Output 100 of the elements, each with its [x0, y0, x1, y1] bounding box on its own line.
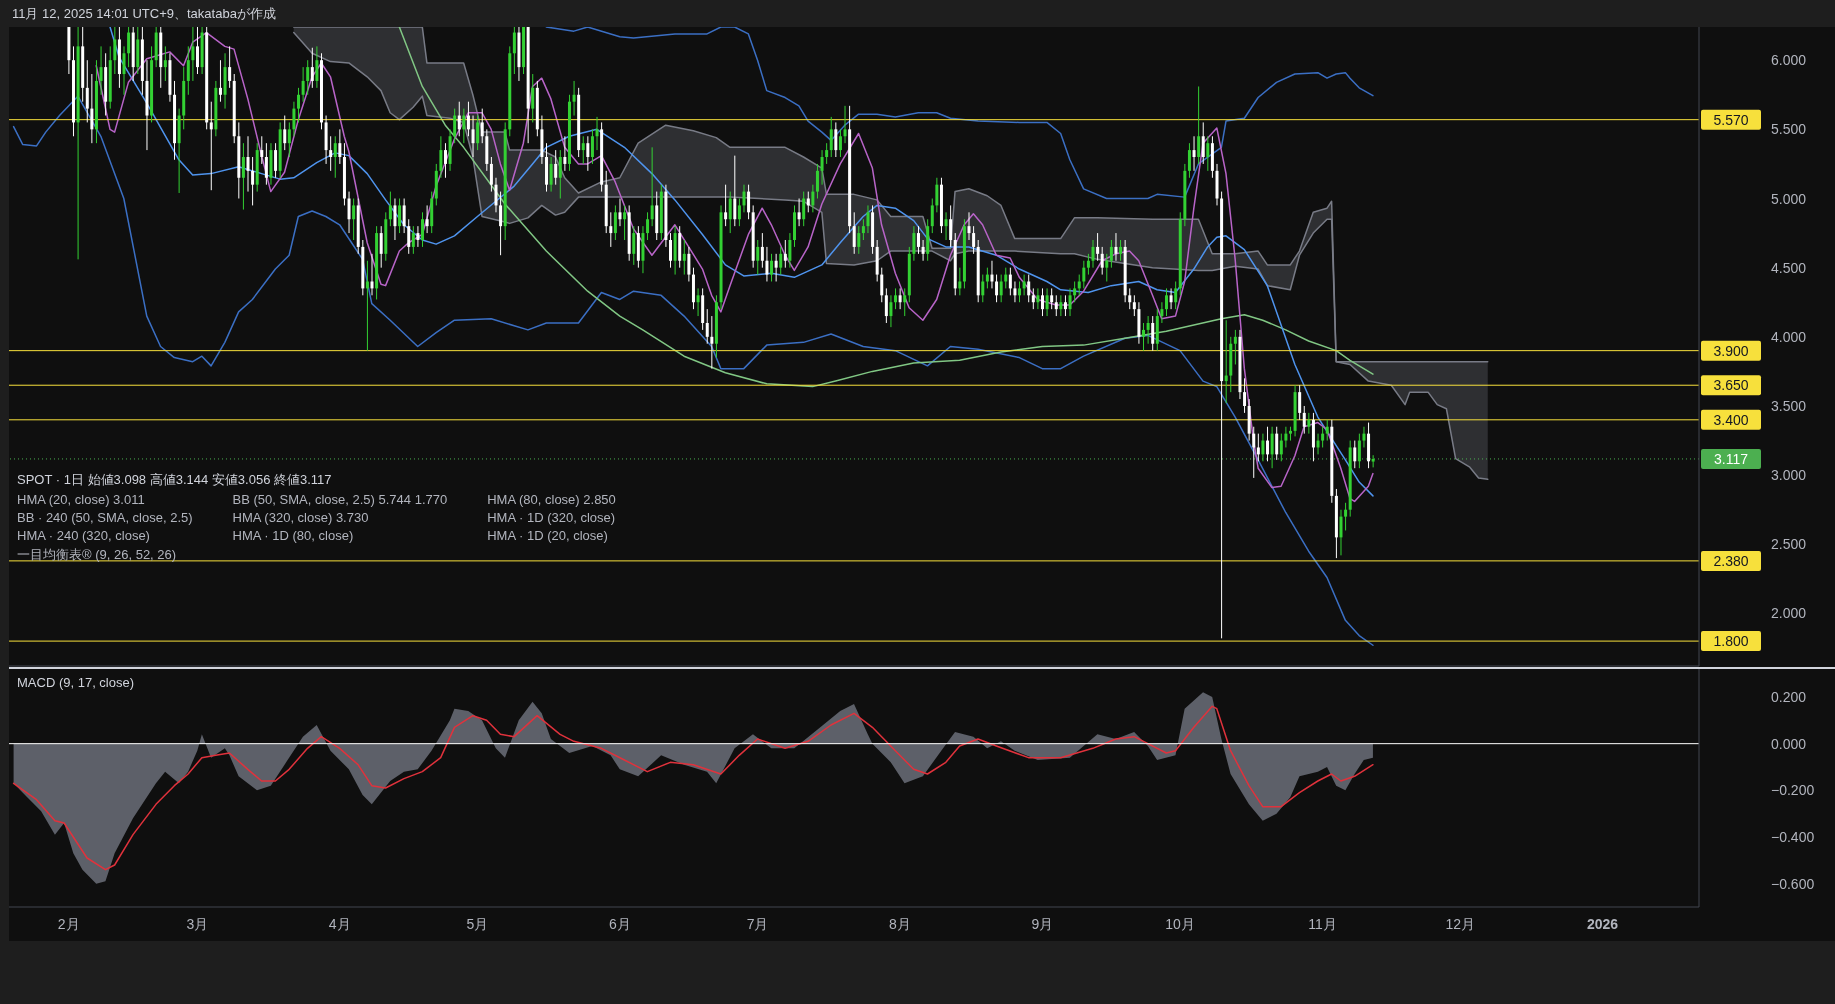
candlestick: [1252, 426, 1256, 479]
y-tick-label: 0.000: [1771, 735, 1807, 752]
candlestick: [783, 239, 787, 269]
y-tick-label: 5.500: [1771, 121, 1807, 138]
candlestick: [972, 225, 976, 255]
candlestick: [407, 218, 411, 255]
candlestick: [829, 116, 833, 158]
candlestick: [264, 142, 268, 186]
candlestick: [370, 253, 374, 296]
candlestick: [857, 225, 861, 255]
candlestick: [935, 177, 939, 213]
candlestick: [402, 198, 406, 234]
candlestick: [737, 198, 741, 227]
candlestick: [329, 135, 333, 172]
candlestick: [1151, 315, 1155, 352]
y-tick-label: 3.500: [1771, 397, 1807, 414]
y-tick-label: 0.200: [1771, 689, 1807, 705]
candlestick: [1307, 412, 1311, 435]
x-tick-label: 4月: [328, 916, 351, 932]
annotation: HMA · 1D (320, close): [487, 510, 616, 525]
ref-line-label: 2.380: [1713, 552, 1749, 569]
line-series: [12, 95, 1374, 646]
candlestick: [756, 239, 760, 276]
candlestick: [958, 267, 962, 296]
candlestick: [1160, 301, 1164, 324]
candlestick: [209, 101, 213, 191]
annotation: BB · 240 (50, SMA, close, 2.5): [17, 510, 193, 525]
candlestick: [1321, 426, 1325, 448]
candlestick: [999, 274, 1003, 303]
candlestick: [572, 80, 576, 117]
candlestick: [1086, 253, 1090, 276]
candlestick: [283, 115, 287, 151]
candlestick: [788, 232, 792, 269]
candlestick: [457, 101, 461, 137]
candlestick: [995, 274, 999, 303]
candlestick: [903, 287, 907, 317]
candlestick: [1362, 426, 1366, 448]
candlestick: [398, 198, 402, 234]
candlestick: [1164, 287, 1168, 317]
candlestick: [1192, 135, 1196, 172]
text: SPOT · 1日 始値3.098 高値3.144 安値3.056 終値3.117: [17, 471, 333, 489]
y-tick-label: 2.000: [1771, 605, 1807, 622]
candlestick: [425, 204, 429, 234]
candlestick: [1105, 253, 1109, 282]
candlestick: [1109, 239, 1113, 269]
candlestick: [889, 294, 893, 328]
candlestick: [1091, 239, 1095, 269]
candlestick: [1284, 426, 1288, 448]
candlestick: [1353, 440, 1357, 469]
candlestick: [1174, 280, 1178, 310]
y-tick-label: −0.200: [1771, 782, 1815, 799]
candlestick: [1201, 121, 1205, 165]
candlestick: [815, 163, 819, 200]
candlestick: [760, 232, 764, 269]
candlestick: [1266, 426, 1270, 462]
candlestick: [1008, 267, 1012, 296]
candlestick: [1040, 287, 1044, 317]
candlestick: [1325, 419, 1329, 442]
candlestick: [558, 149, 562, 200]
candlestick: [1142, 322, 1146, 352]
x-tick-label: 12月: [1445, 916, 1475, 932]
x-tick-label: 5月: [466, 916, 489, 932]
candlestick: [127, 27, 131, 68]
candlestick: [724, 184, 728, 227]
x-tick-label: 8月: [889, 916, 911, 932]
candlestick: [85, 59, 89, 123]
y-tick-label: −0.400: [1771, 829, 1815, 845]
candlestick: [728, 191, 732, 234]
candlestick: [632, 225, 636, 266]
candlestick: [379, 225, 383, 269]
candlestick: [466, 101, 470, 137]
candlestick: [1146, 315, 1150, 345]
candlestick: [122, 45, 126, 96]
candlestick: [512, 27, 516, 75]
x-tick-label: 11月: [1308, 916, 1337, 932]
candlestick: [1114, 232, 1118, 262]
candlestick: [687, 246, 691, 282]
candlestick: [747, 184, 751, 220]
candlestick: [861, 218, 865, 241]
candlestick: [1022, 274, 1026, 296]
candlestick: [499, 191, 503, 256]
candlestick: [365, 260, 369, 352]
candlestick: [825, 142, 829, 165]
candlestick: [315, 45, 319, 89]
candlestick: [1275, 426, 1279, 461]
candlestick: [765, 246, 769, 282]
x-tick-label: 7月: [746, 916, 769, 932]
y-tick-label: 2.500: [1771, 536, 1807, 553]
candlestick: [1027, 274, 1031, 303]
candlestick: [696, 287, 700, 317]
candlestick: [241, 142, 245, 211]
candlestick: [834, 121, 838, 158]
candlestick: [1344, 502, 1348, 531]
candlestick: [590, 128, 594, 165]
annotation: HMA · 1D (20, close): [487, 528, 609, 543]
candlestick: [1169, 287, 1173, 310]
candlestick: [884, 287, 888, 324]
candlestick: [1045, 287, 1049, 317]
candlestick: [820, 149, 824, 186]
candlestick: [705, 308, 709, 345]
